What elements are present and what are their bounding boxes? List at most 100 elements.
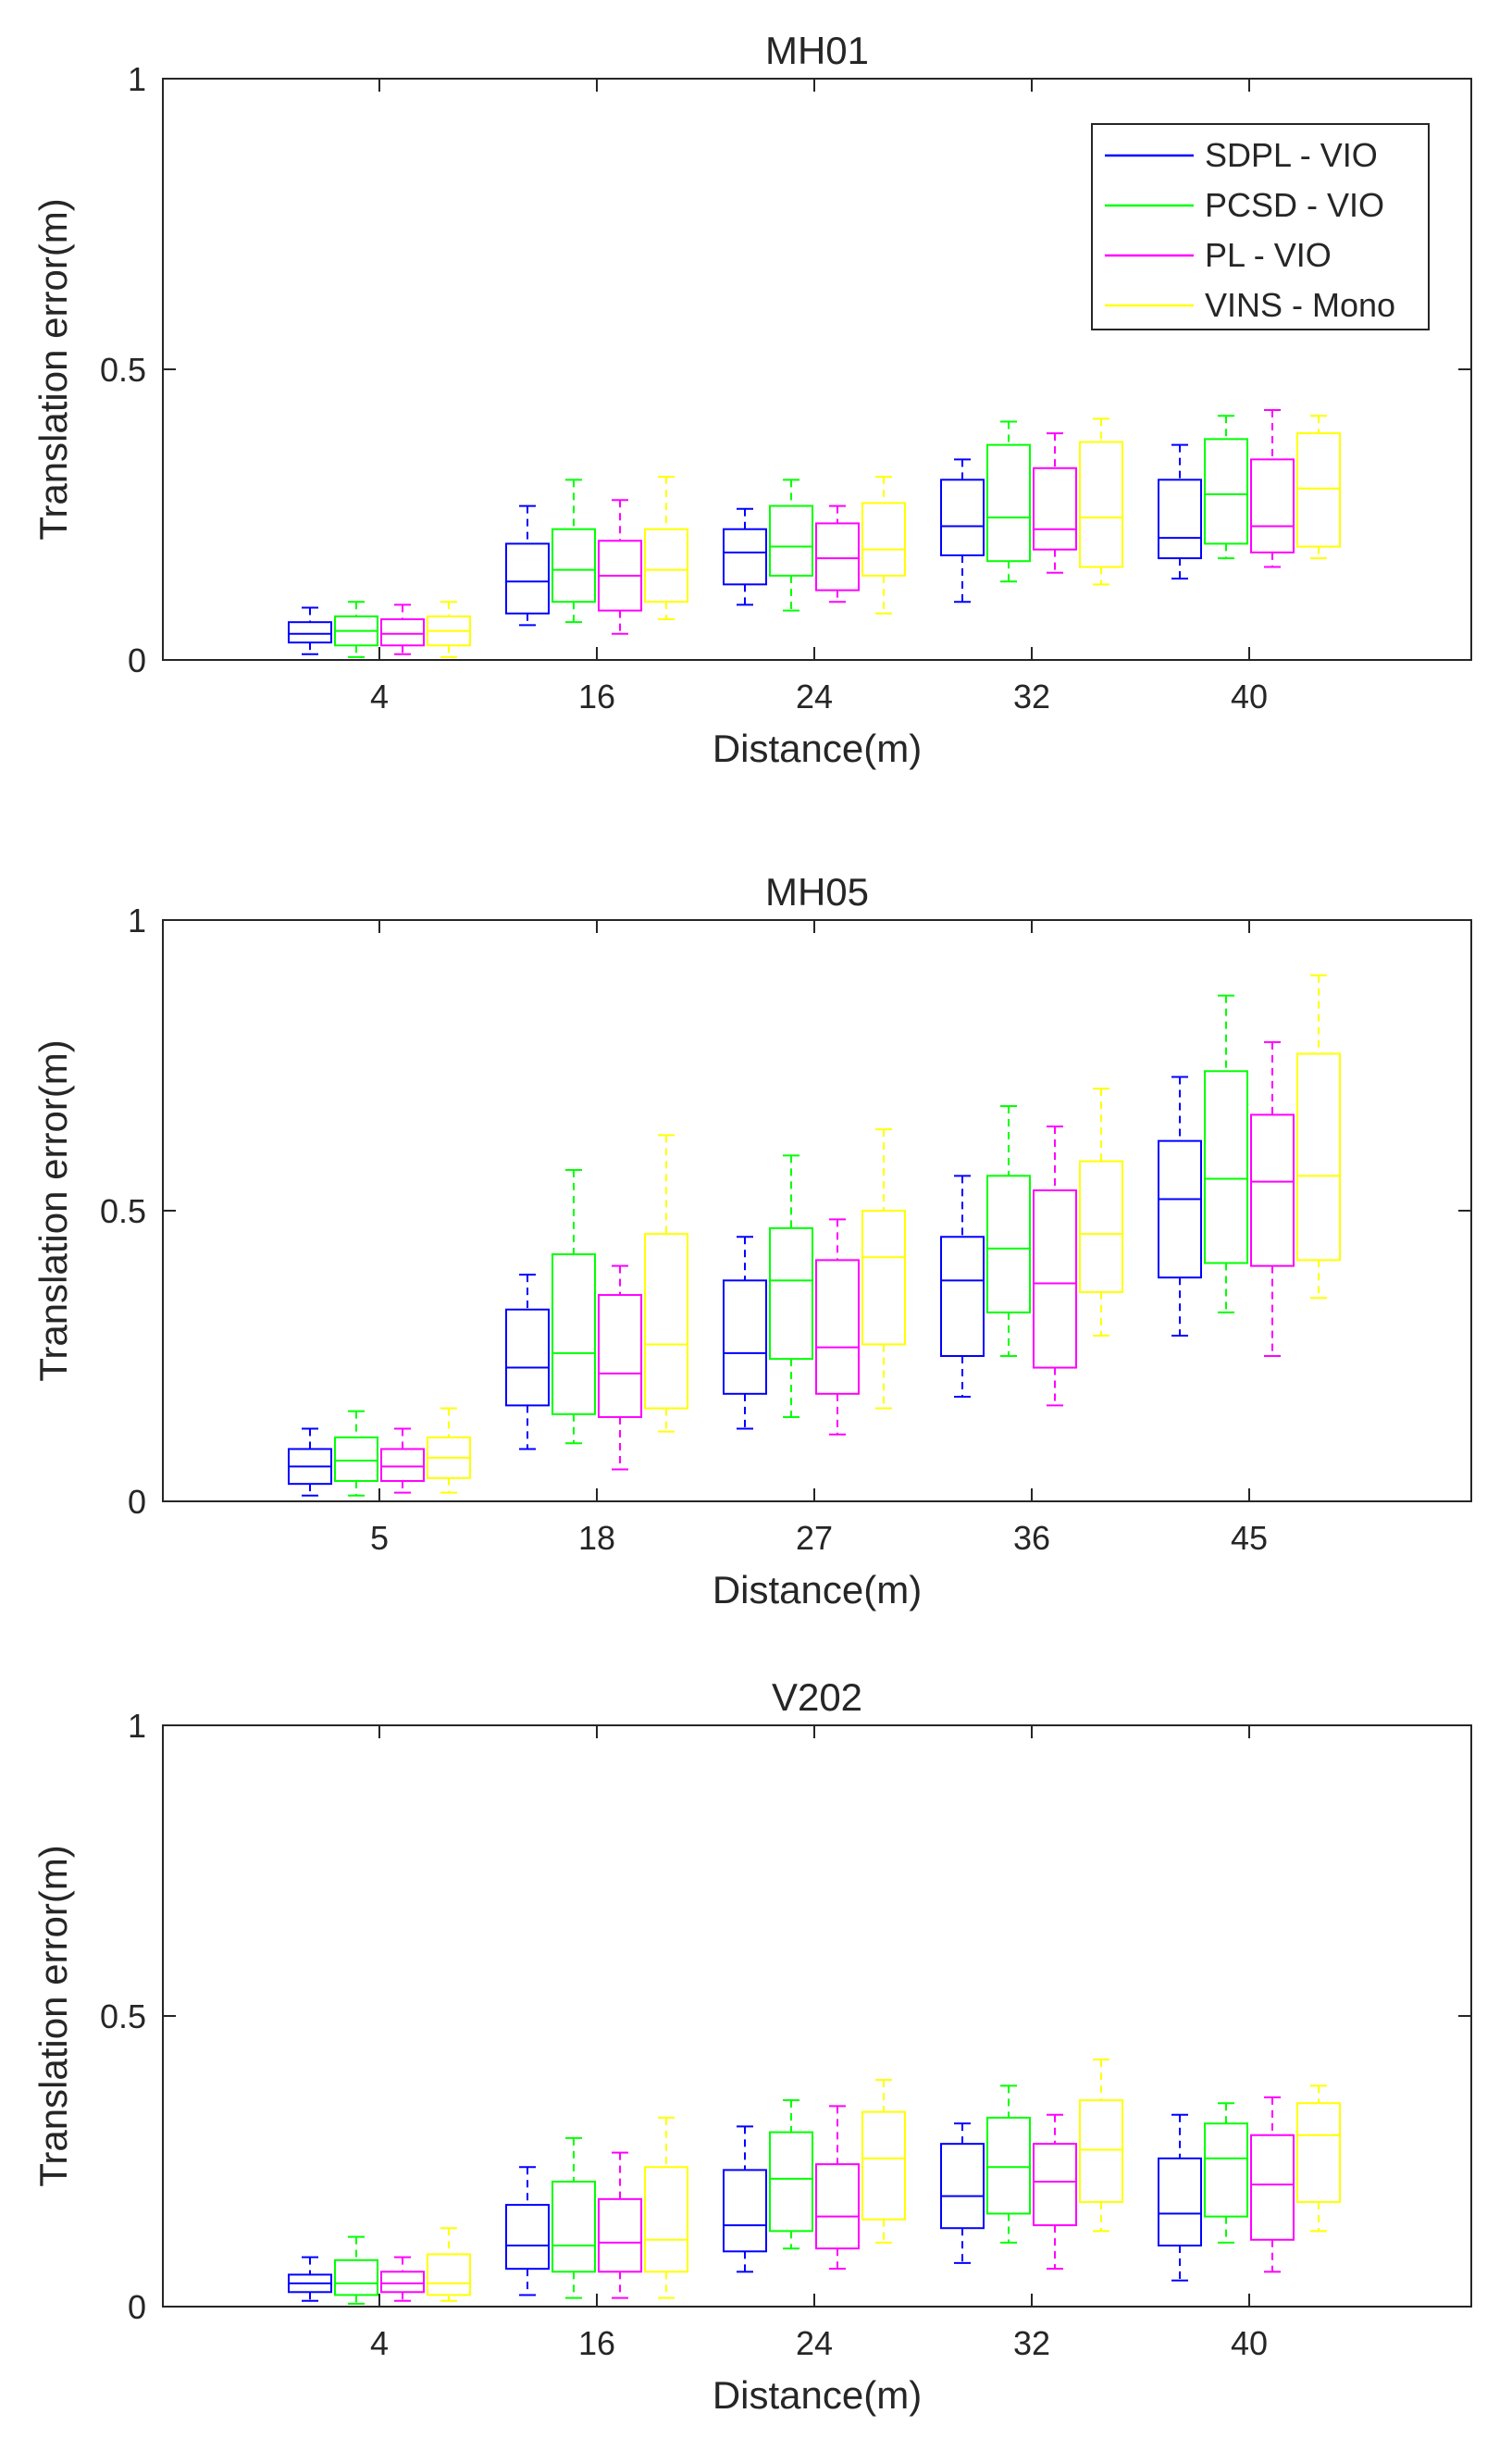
box-pl-vio-16 (598, 499, 642, 635)
box-sdpl-vio-24 (723, 507, 767, 606)
x-tick-label: 16 (578, 2324, 615, 2362)
box-sdpl-vio-36 (940, 1175, 985, 1398)
box-iqr (598, 2197, 642, 2273)
box-iqr (505, 1308, 550, 1407)
x-axis-ticks: 4 16 24 32 40 (370, 79, 1268, 715)
box-iqr (723, 528, 767, 586)
y-tick-label: 0 (128, 641, 146, 679)
box-iqr (723, 2169, 767, 2253)
y-tick-label: 0.5 (100, 1192, 146, 1230)
box-iqr (1204, 2122, 1248, 2218)
box-sdpl-vio-32 (940, 458, 985, 603)
box-iqr (986, 443, 1031, 563)
box-iqr (552, 528, 596, 603)
box-iqr (1033, 467, 1077, 551)
box-iqr (940, 1236, 985, 1358)
box-iqr (986, 1175, 1031, 1313)
box-pl-vio-16 (598, 2151, 642, 2299)
box-pcsd-vio-40 (1204, 415, 1248, 560)
box-vins-mono-32 (1079, 2059, 1123, 2233)
box-iqr (1250, 2134, 1295, 2241)
box-iqr (769, 1226, 813, 1361)
box-iqr (1204, 438, 1248, 545)
y-axis-ticks: 00.51 (100, 902, 1471, 1521)
y-axis-ticks: 00.51 (100, 60, 1471, 679)
box-iqr (815, 1259, 860, 1395)
box-vins-mono-4 (427, 601, 471, 658)
box-iqr (380, 618, 425, 647)
box-iqr (334, 1436, 378, 1483)
box-iqr (552, 2180, 596, 2273)
x-tick-label: 32 (1013, 2324, 1050, 2362)
box-iqr (769, 504, 813, 577)
box-iqr (598, 1294, 642, 1418)
box-pl-vio-40 (1250, 408, 1295, 568)
box-iqr (986, 2116, 1031, 2215)
box-pl-vio-24 (815, 2105, 860, 2271)
y-axis-label: Translation error(m) (31, 198, 75, 541)
box-vins-mono-36 (1079, 1088, 1123, 1337)
box-iqr (815, 522, 860, 591)
box-iqr (505, 2204, 550, 2271)
box-pl-vio-36 (1033, 1125, 1077, 1407)
box-iqr (1033, 1189, 1077, 1369)
box-vins-mono-24 (861, 2079, 906, 2244)
box-pcsd-vio-5 (334, 1410, 378, 1497)
x-tick-label: 16 (578, 678, 615, 715)
y-axis-label: Translation error(m) (31, 1845, 75, 2187)
box-sdpl-vio-32 (940, 2122, 985, 2264)
box-iqr (1079, 2099, 1123, 2203)
box-iqr (815, 2163, 860, 2250)
legend-box (1091, 123, 1430, 330)
box-iqr (427, 2253, 471, 2296)
legend: SDPL - VIO PCSD - VIO PL - VIO VINS - Mono (1091, 123, 1430, 330)
box-pl-vio-4 (380, 2256, 425, 2302)
box-iqr (1158, 1139, 1202, 1279)
box-pcsd-vio-24 (769, 479, 813, 612)
legend-label: SDPL - VIO (1205, 136, 1378, 174)
legend-label: PL - VIO (1205, 236, 1332, 274)
box-sdpl-vio-40 (1158, 2113, 1202, 2282)
box-iqr (380, 1448, 425, 1483)
chart-title: MH01 (765, 29, 869, 72)
y-tick-label: 1 (128, 902, 146, 939)
box-pcsd-vio-32 (986, 2084, 1031, 2244)
x-axis-label: Distance(m) (713, 727, 922, 770)
chart-title: MH05 (765, 870, 869, 914)
axes-box (162, 919, 1472, 1502)
box-pcsd-vio-18 (552, 1169, 596, 1445)
x-axis-label: Distance(m) (713, 2373, 922, 2417)
y-axis-ticks: 00.51 (100, 1707, 1471, 2326)
x-tick-label: 40 (1231, 678, 1268, 715)
x-axis-ticks: 4 16 24 32 40 (370, 1725, 1268, 2362)
box-pl-vio-40 (1250, 2096, 1295, 2273)
box-sdpl-vio-5 (288, 1427, 332, 1497)
y-axis-label: Translation error(m) (31, 1039, 75, 1382)
box-iqr (552, 1253, 596, 1415)
box-iqr (1250, 1114, 1295, 1267)
chart-title: V202 (772, 1675, 862, 1719)
box-pl-vio-5 (380, 1427, 425, 1494)
box-iqr (1079, 441, 1123, 568)
y-tick-label: 0 (128, 2288, 146, 2326)
x-tick-label: 27 (796, 1519, 833, 1557)
box-pl-vio-18 (598, 1264, 642, 1471)
y-tick-label: 0 (128, 1483, 146, 1521)
box-pl-vio-4 (380, 603, 425, 655)
box-pcsd-vio-27 (769, 1154, 813, 1418)
box-iqr (1296, 2102, 1341, 2203)
box-pl-vio-45 (1250, 1040, 1295, 1357)
box-iqr (380, 2271, 425, 2294)
box-iqr (723, 1279, 767, 1395)
x-tick-label: 24 (796, 2324, 833, 2362)
box-iqr (1158, 479, 1202, 560)
x-tick-label: 5 (370, 1519, 389, 1557)
box-iqr (1158, 2157, 1202, 2247)
x-axis-label: Distance(m) (713, 1568, 922, 1611)
box-sdpl-vio-18 (505, 1274, 550, 1450)
box-iqr (288, 621, 332, 644)
y-tick-label: 0.5 (100, 351, 146, 389)
y-tick-label: 1 (128, 1707, 146, 1745)
